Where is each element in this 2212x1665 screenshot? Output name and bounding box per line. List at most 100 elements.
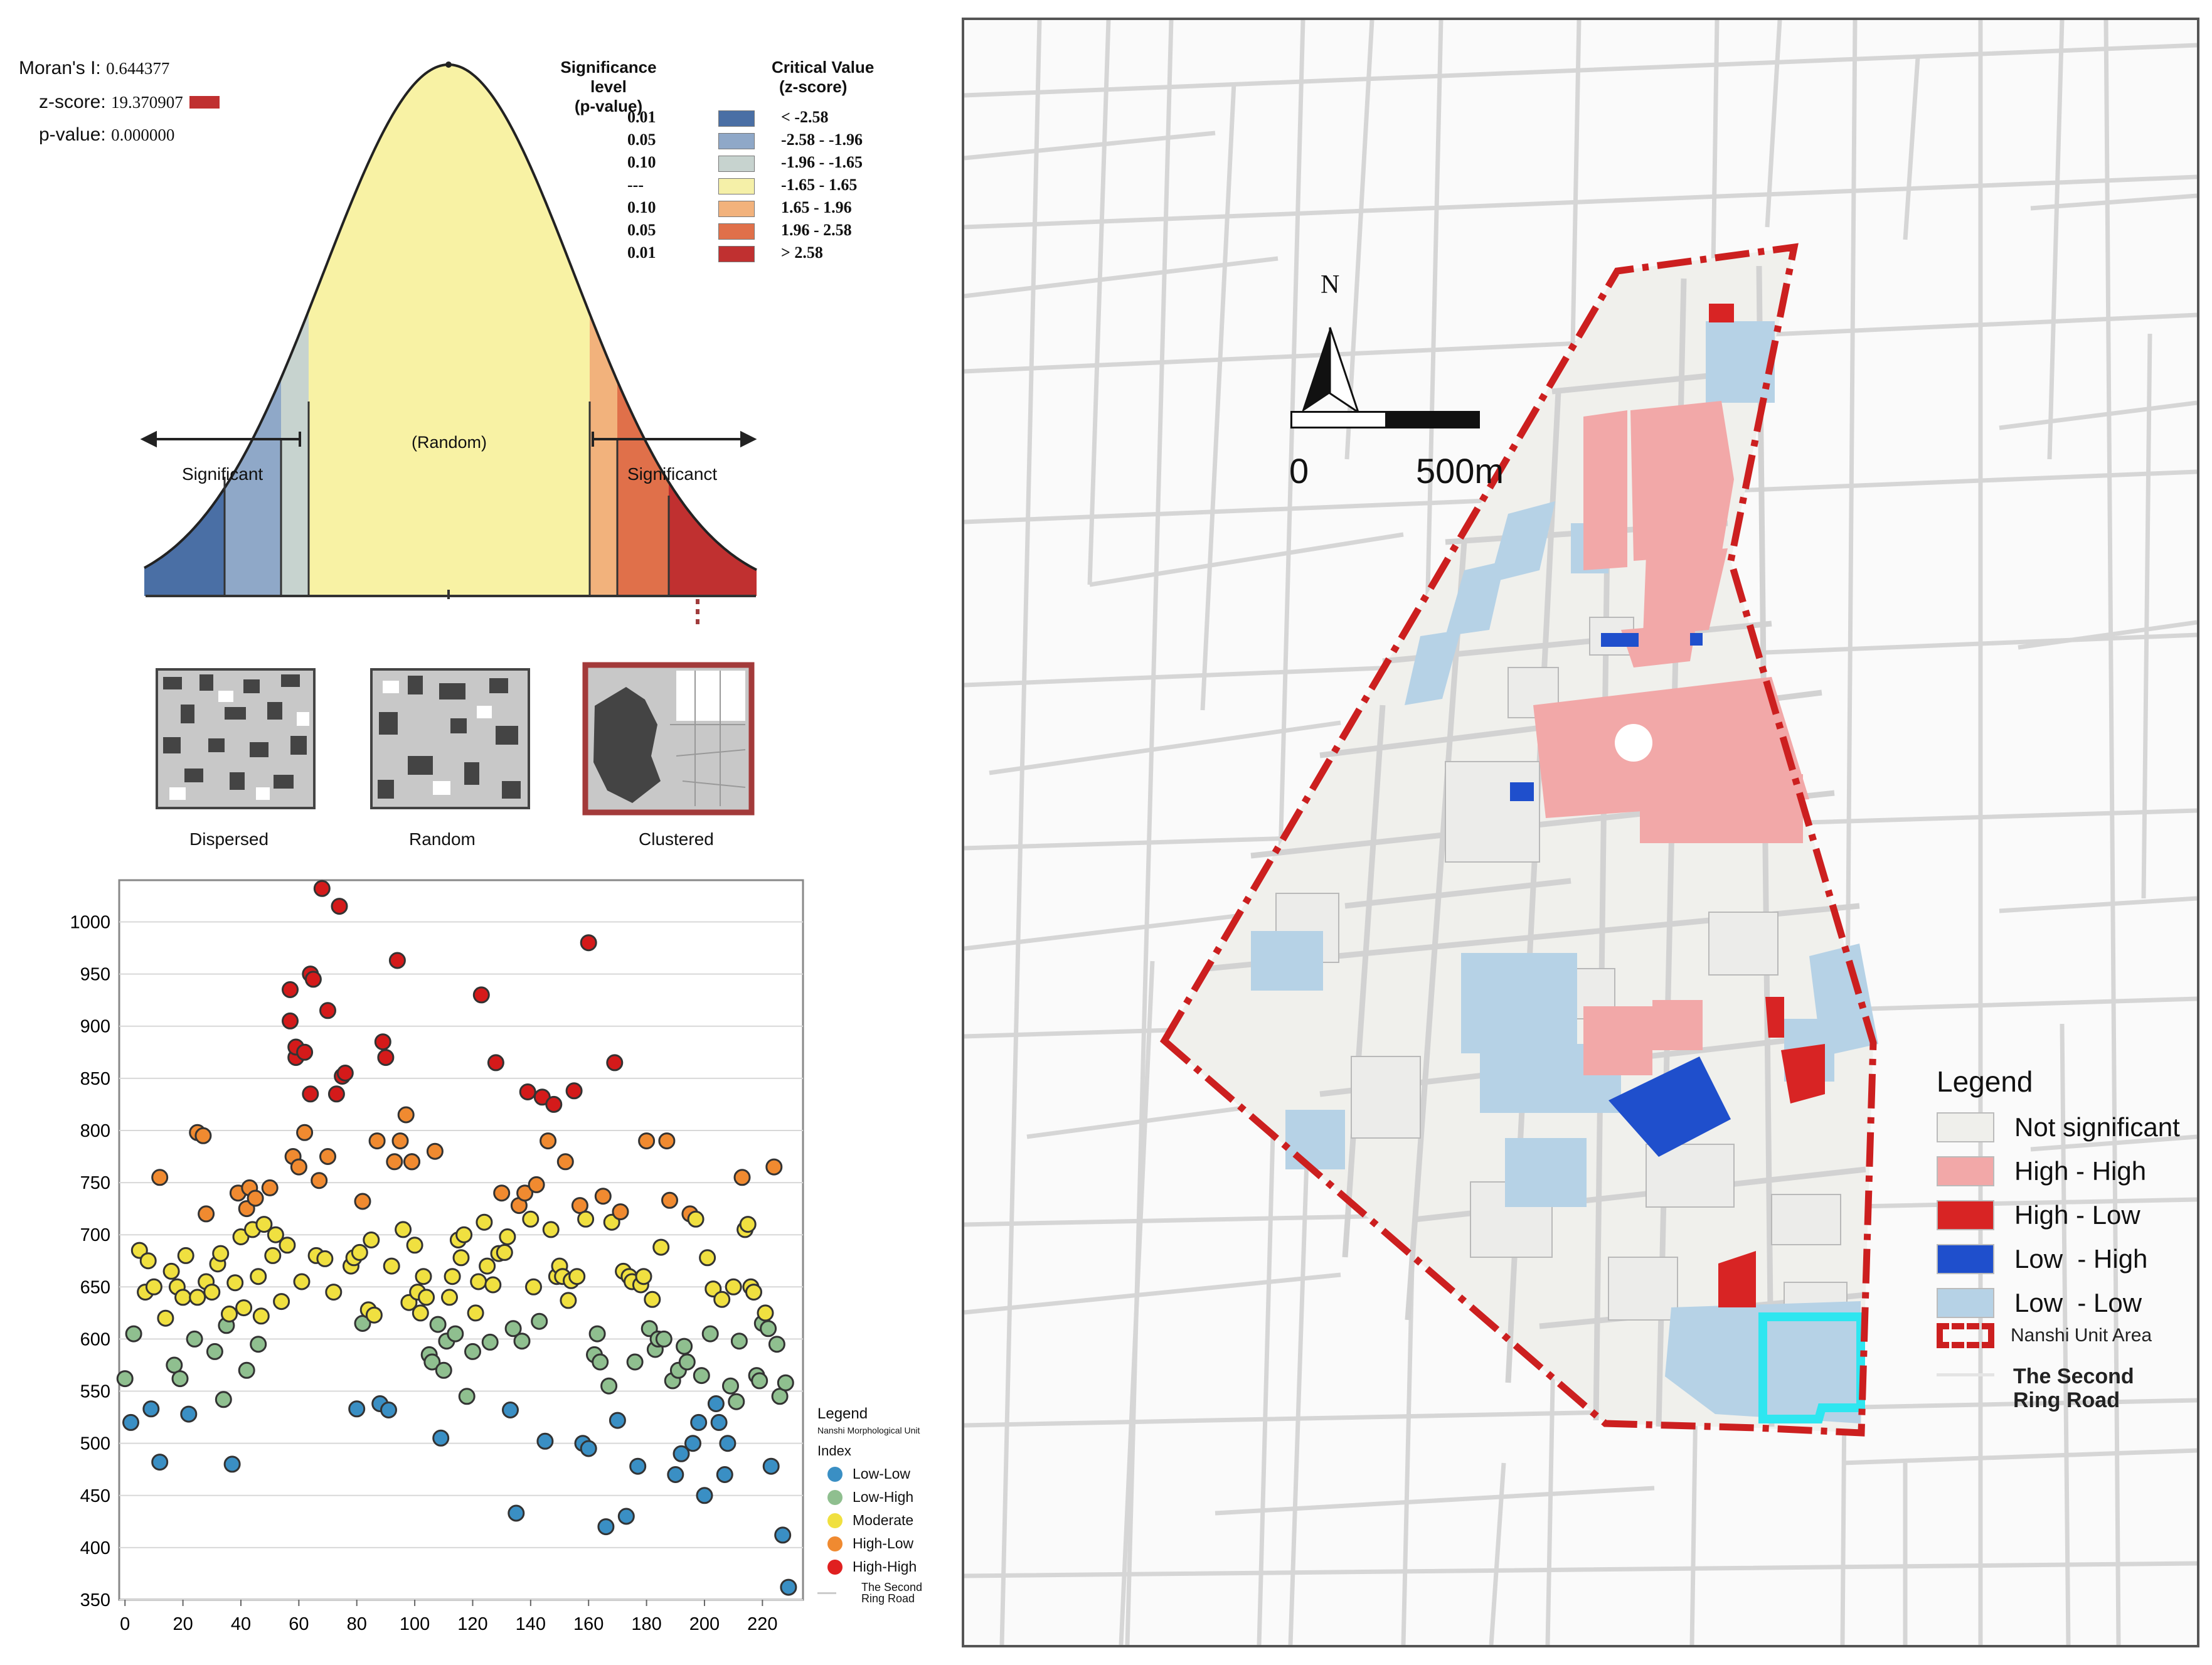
low-high-blocks [1510, 633, 1731, 1157]
scatter-point [395, 1221, 412, 1238]
critical-value-title: Critical Value [772, 58, 875, 77]
scatter-legend-item: High-High [817, 1558, 962, 1575]
scatter-point [745, 1284, 762, 1301]
scatter-point [273, 1293, 290, 1311]
scatter-point [577, 1210, 595, 1228]
scatter-point [502, 1402, 519, 1418]
map-legend-items: Not significant High - High High - Low Low … [1937, 1112, 2188, 1318]
scatter-point [638, 1132, 656, 1150]
scatter-point [212, 1245, 230, 1262]
sig-row-pvalue: 0.05 [627, 221, 656, 239]
right-arrow-icon [740, 430, 757, 448]
scatter-point [701, 1325, 719, 1343]
map-legend-item: Not significant [1937, 1112, 2188, 1142]
y-tick-label: 400 [80, 1538, 110, 1558]
map-legend-ring-road: The Second Ring Road [1937, 1364, 2188, 1412]
scatter-point [441, 1289, 458, 1306]
scatter-point [728, 1393, 745, 1410]
scatter-point [444, 1268, 461, 1285]
map-legend-label: High - Low [2014, 1200, 2140, 1230]
y-tick-label: 550 [80, 1382, 110, 1402]
scatter-point [351, 1243, 368, 1261]
scatter-point [316, 1250, 334, 1267]
scatter-legend: Legend Nanshi Morphological Unit Index L… [817, 1405, 962, 1604]
scatter-legend-label: High-High [853, 1558, 917, 1575]
scatter-point [760, 1320, 777, 1338]
scatter-point [652, 1238, 670, 1256]
scatter-point [304, 971, 322, 988]
pvalue-label: p-value: [39, 124, 106, 145]
morans-i-label: Moran's I: [19, 58, 101, 78]
scatter-point [203, 1284, 221, 1301]
sig-row-zscore: 1.96 - 2.58 [781, 221, 852, 239]
scatter-point [226, 1274, 244, 1292]
band-p005-high [617, 65, 669, 596]
scatter-point [542, 1221, 560, 1238]
scatter-point [250, 1268, 267, 1285]
scatter-point [458, 1388, 476, 1405]
cluster-map [964, 20, 2197, 1645]
scatter-point [368, 1132, 386, 1150]
map-legend-swatch [1937, 1244, 1994, 1274]
sig-row-zscore: < -2.58 [781, 108, 829, 126]
scatter-point [600, 1377, 618, 1395]
scatter-point [279, 1237, 296, 1254]
high-high-blocks [1533, 401, 1809, 1075]
band-p001-high [669, 65, 757, 596]
map-legend-label: Low - Low [2014, 1288, 2142, 1317]
scatter-point [418, 1289, 435, 1306]
x-tick-label: 200 [689, 1614, 720, 1634]
y-tick-label: 1000 [70, 912, 110, 932]
scatter-legend-label: High-Low [853, 1535, 914, 1551]
x-tick-label: 0 [120, 1614, 130, 1634]
scatter-point [261, 1179, 279, 1196]
map-legend-swatch [1937, 1200, 1994, 1230]
scatter-point [644, 1290, 661, 1308]
band-p005-low [225, 65, 281, 596]
dispersed-pattern-map [156, 668, 316, 809]
scatter-point [699, 1249, 716, 1267]
scatter-point [145, 1278, 162, 1295]
scatter-point [296, 1124, 314, 1141]
scatter-legend-subtitle: Nanshi Morphological Unit [817, 1425, 920, 1435]
scatter-point [325, 1284, 343, 1301]
map-legend-boundary: Nanshi Unit Area [1937, 1323, 2188, 1348]
street-network [964, 20, 2197, 1645]
x-tick-label: 100 [400, 1614, 430, 1634]
scatter-point [479, 1257, 496, 1275]
high-low-blocks [1709, 304, 1825, 1307]
y-tick-label: 850 [80, 1069, 110, 1089]
scatter-point [713, 1290, 731, 1308]
scatter-point [762, 1457, 780, 1475]
scatter-point [383, 1257, 400, 1275]
scatter-point [319, 1148, 336, 1165]
sig-row-pvalue: 0.05 [627, 130, 656, 149]
pattern-label-dispersed: Dispersed [189, 829, 269, 849]
scatter-point [522, 1210, 540, 1228]
y-tick-label: 950 [80, 965, 110, 985]
scatter-point [331, 898, 348, 915]
map-legend-item: High - High [1937, 1156, 2188, 1186]
scatter-point [426, 1142, 444, 1160]
sig-row-swatch [718, 223, 755, 240]
scatter-point [739, 1216, 757, 1233]
scatter-point [412, 1304, 429, 1322]
zscore-stat: z-score: 19.370907 [39, 92, 220, 113]
scatter-point [374, 1033, 391, 1051]
map-legend-label: Not significant [2014, 1112, 2180, 1142]
boundary-label: Nanshi Unit Area [2011, 1325, 2152, 1346]
scatter-point [676, 1338, 693, 1355]
scatter-point [504, 1320, 522, 1338]
scatter-point [626, 1353, 644, 1371]
y-tick-label: 600 [80, 1329, 110, 1349]
sig-level-title: Significance level [560, 58, 657, 96]
scatter-legend-marker [827, 1513, 843, 1528]
pattern-label-clustered: Clustered [639, 829, 714, 849]
scatter-point [290, 1158, 307, 1176]
scatter-point [580, 934, 597, 952]
scatter-point [768, 1336, 785, 1353]
x-tick-label: 140 [516, 1614, 546, 1634]
scatter-point [435, 1361, 452, 1379]
pvalue-stat: p-value: 0.000000 [39, 124, 174, 146]
scatter-point [757, 1304, 774, 1322]
